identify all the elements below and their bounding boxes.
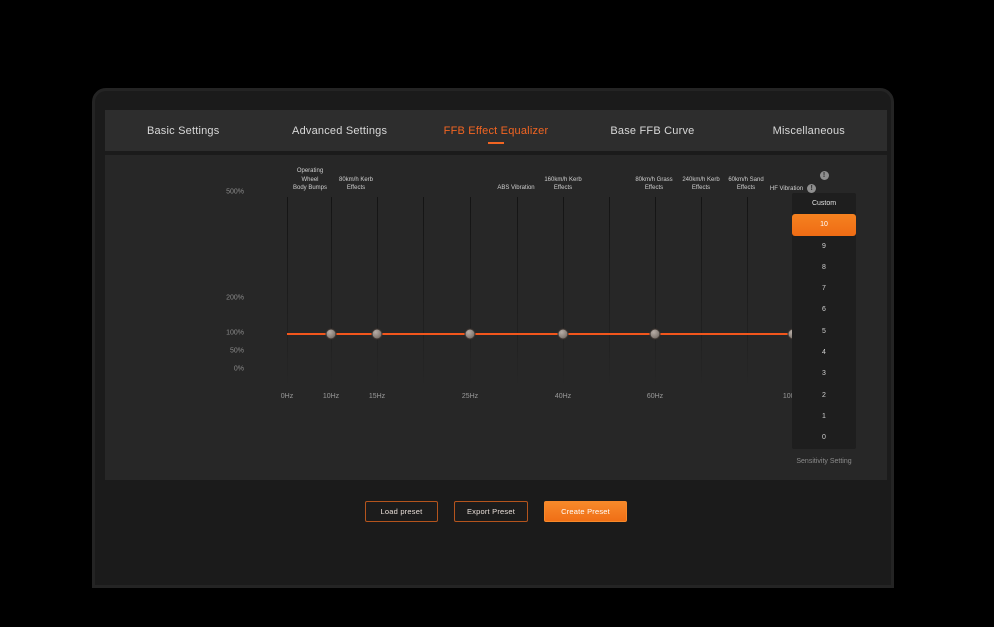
effect-label-line: ABS Vibration	[497, 185, 535, 191]
slider-handle[interactable]	[371, 328, 383, 340]
x-tick-label: 0Hz	[280, 393, 294, 400]
sensitivity-caption: Sensitivity Setting	[796, 457, 852, 465]
tab-bar: Basic Settings Advanced Settings FFB Effec…	[105, 110, 887, 151]
band-line[interactable]	[517, 197, 518, 383]
x-tick-label: 25Hz	[461, 393, 479, 400]
sensitivity-info-row: !	[769, 167, 879, 185]
x-tick-label: 40Hz	[554, 393, 572, 400]
effect-label-line: Operating	[296, 168, 324, 174]
effect-label-line: Wheel	[301, 176, 319, 183]
slider-handle[interactable]	[649, 328, 661, 340]
effect-label-line: Effects	[346, 185, 366, 191]
effect-label-line: HF Vibration	[769, 186, 804, 193]
effect-label: 80km/h Grass Effects	[623, 176, 685, 193]
band-line[interactable]	[470, 197, 471, 383]
slider-handle[interactable]	[557, 328, 569, 340]
info-icon[interactable]: !	[819, 171, 829, 181]
effect-label: HF Vibration!	[756, 184, 830, 194]
effect-label-line: Body Bumps	[292, 185, 328, 191]
sensitivity-option-6[interactable]: 6	[822, 306, 826, 314]
effect-label-line: 80km/h Kerb	[338, 176, 374, 183]
effect-label: 160km/h Kerb Effects	[532, 176, 594, 193]
effect-label: ABS Vibration	[485, 184, 547, 193]
y-tick-label: 100%	[226, 329, 244, 337]
sensitivity-option-2[interactable]: 2	[822, 391, 826, 399]
footer-actions: Load preset Export Preset Create Preset	[105, 491, 887, 531]
sensitivity-option-8[interactable]: 8	[822, 263, 826, 271]
tab-miscellaneous[interactable]: Miscellaneous	[772, 124, 845, 137]
y-tick-label: 200%	[226, 294, 244, 302]
slider-handle[interactable]	[464, 328, 476, 340]
effect-label-line: 240km/h Kerb	[682, 176, 720, 183]
effect-label-line: 60km/h Sand	[728, 176, 764, 183]
effect-label-line: Effects	[553, 185, 573, 191]
tab-basic-settings[interactable]: Basic Settings	[146, 124, 220, 137]
band-line[interactable]	[377, 197, 378, 383]
sensitivity-option-3[interactable]: 3	[822, 370, 826, 378]
band-line[interactable]	[563, 197, 564, 383]
effect-label: 80km/h Kerb Effects	[325, 176, 387, 193]
sensitivity-header[interactable]: Custom	[811, 200, 837, 207]
tab-base-ffb-curve[interactable]: Base FFB Curve	[610, 124, 695, 137]
x-tick-label: 15Hz	[368, 393, 386, 400]
effect-label: Operating Wheel Body Bumps	[279, 167, 341, 193]
band-line[interactable]	[331, 197, 332, 383]
y-tick-label: 50%	[229, 347, 244, 355]
band-line[interactable]	[655, 197, 656, 383]
slider-handle[interactable]	[325, 328, 337, 340]
effect-label: 60km/h Sand Effects	[715, 176, 777, 193]
band-line[interactable]	[609, 197, 610, 383]
chart-curve-line[interactable]	[287, 333, 793, 335]
sensitivity-option-9[interactable]: 9	[822, 242, 826, 250]
ffb-equalizer-chart[interactable]: Operating Wheel Body Bumps 80km/h Kerb Effec…	[105, 155, 817, 480]
tab-advanced-settings[interactable]: Advanced Settings	[292, 124, 388, 137]
band-line[interactable]	[287, 197, 288, 383]
app-window: Basic Settings Advanced Settings FFB Effec…	[92, 88, 894, 588]
sensitivity-list[interactable]: Custom 10 9 8 7 6 5 4 3 2 1 0	[792, 193, 856, 449]
info-icon[interactable]: !	[807, 184, 817, 193]
band-line[interactable]	[747, 197, 748, 383]
band-line[interactable]	[423, 197, 424, 383]
equalizer-panel: Operating Wheel Body Bumps 80km/h Kerb Effec…	[105, 155, 887, 480]
create-preset-button[interactable]: Create Preset	[544, 500, 628, 522]
sensitivity-option-10[interactable]: 10	[792, 214, 856, 236]
x-tick-label: 60Hz	[646, 393, 664, 400]
x-tick-label: 10Hz	[322, 393, 340, 400]
sensitivity-option-0[interactable]: 0	[822, 434, 826, 442]
effect-label-line: Effects	[736, 185, 756, 191]
y-tick-label: 0%	[233, 365, 244, 373]
sensitivity-option-7[interactable]: 7	[822, 285, 826, 293]
load-preset-button[interactable]: Load preset	[364, 500, 438, 522]
y-tick-label: 500%	[226, 188, 244, 196]
sensitivity-option-5[interactable]: 5	[822, 327, 826, 335]
effect-label-line: 160km/h Kerb	[544, 176, 582, 183]
sensitivity-setting-panel: ! Custom 10 9 8 7 6 5 4 3 2 1 0 Sensitivity Setting	[769, 167, 879, 472]
effect-label-line: Effects	[691, 185, 711, 191]
effect-label-line: 80km/h Grass	[635, 176, 673, 183]
tab-ffb-effect-equalizer[interactable]: FFB Effect Equalizer	[418, 110, 574, 151]
sensitivity-option-4[interactable]: 4	[822, 349, 826, 357]
band-line[interactable]	[701, 197, 702, 383]
sensitivity-option-1[interactable]: 1	[822, 412, 826, 420]
effect-label-line: Effects	[644, 185, 664, 191]
export-preset-button[interactable]: Export Preset	[453, 500, 529, 522]
effect-label: 240km/h Kerb Effects	[670, 176, 732, 193]
